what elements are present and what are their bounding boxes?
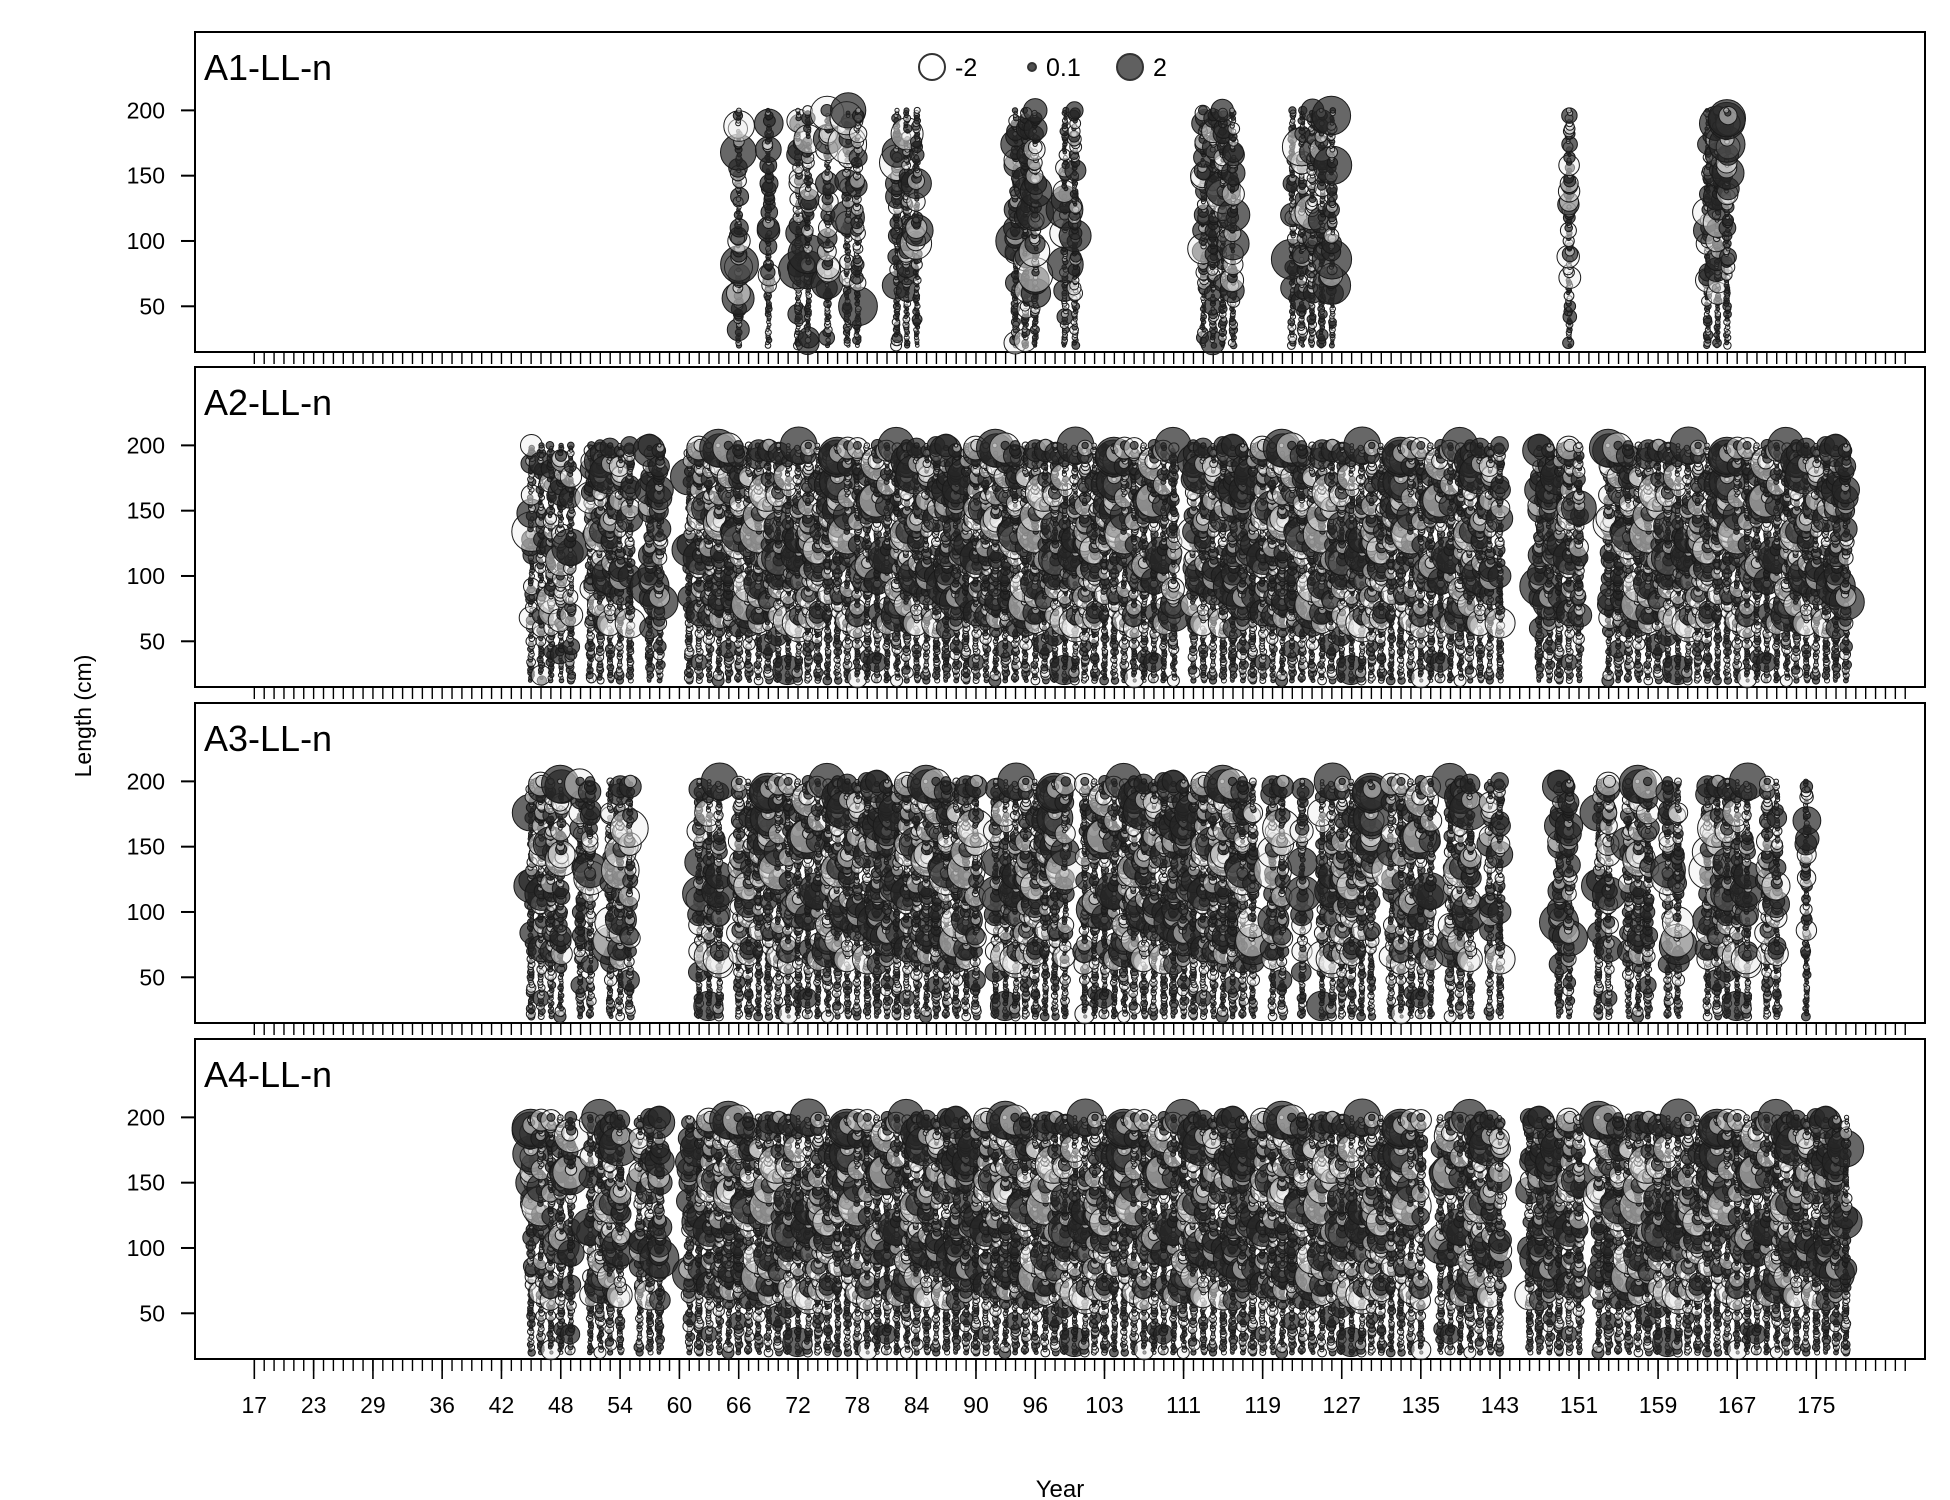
- residual-bubble: [657, 443, 662, 448]
- residual-bubble: [855, 107, 862, 114]
- y-tick-label: 150: [127, 163, 165, 189]
- residual-bubble: [736, 107, 742, 114]
- sample-column: [1556, 107, 1582, 349]
- residual-bubble: [558, 442, 564, 449]
- panel-label: A2-LL-n: [204, 382, 332, 423]
- residual-bubble: [913, 106, 921, 114]
- residual-bubble: [567, 441, 575, 450]
- residual-bubble: [545, 441, 555, 450]
- panel-frame: [194, 31, 1926, 353]
- y-tick-label: 50: [139, 628, 165, 654]
- residual-bubble: [1022, 98, 1048, 123]
- y-tick-label: 100: [127, 228, 165, 254]
- residual-bubble: [538, 442, 545, 449]
- residual-bubble: [1011, 107, 1019, 114]
- residual-bubble: [1229, 107, 1235, 114]
- y-tick-label: 150: [127, 498, 165, 524]
- panel-2: A2-LL-n 50 100 150 200: [127, 366, 1926, 699]
- residual-bubble: [903, 107, 910, 114]
- panel-1: A1-LL-n 50 100 150 200: [127, 31, 1926, 364]
- y-tick-label: 200: [127, 97, 165, 123]
- residual-bubble: [1565, 107, 1572, 114]
- residual-bubble: [765, 107, 771, 113]
- sample-column: [754, 107, 784, 349]
- residual-bubble: [795, 107, 801, 114]
- sample-column: [720, 107, 759, 349]
- residual-bubble: [894, 107, 900, 114]
- y-tick-label: 200: [127, 432, 165, 458]
- residual-bubble: [607, 442, 614, 449]
- residual-bubble: [733, 440, 744, 451]
- panels-layer: A1-LL-n50100150200A2-LL-n50100150200A3-L…: [127, 31, 1926, 1371]
- panel-label: A1-LL-n: [204, 47, 332, 88]
- y-tick-label: 50: [139, 293, 165, 319]
- y-tick-label: 100: [127, 563, 165, 589]
- residual-bubble: [1065, 101, 1084, 120]
- residual-bubble: [1329, 107, 1337, 114]
- residual-bubble: [1723, 107, 1730, 114]
- residual-bubble: [1288, 106, 1297, 115]
